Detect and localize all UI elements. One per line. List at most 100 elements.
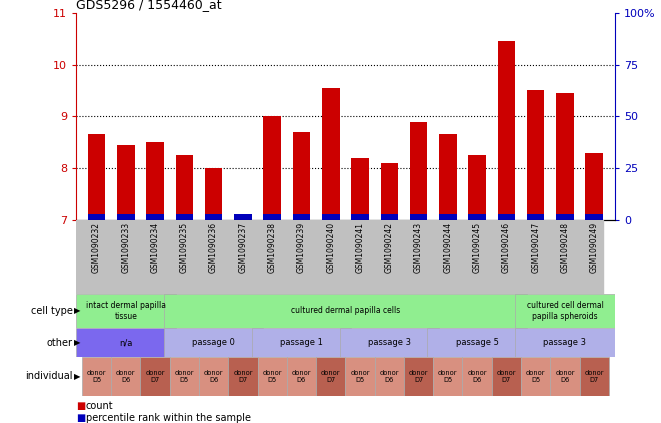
- Text: passage 3: passage 3: [368, 338, 410, 347]
- Text: GSM1090241: GSM1090241: [356, 222, 364, 273]
- Bar: [469, 214, 486, 220]
- Bar: [140, 357, 170, 396]
- Text: donor
D5: donor D5: [438, 370, 457, 383]
- Text: GSM1090235: GSM1090235: [180, 222, 189, 273]
- Bar: [428, 328, 527, 357]
- Text: percentile rank within the sample: percentile rank within the sample: [86, 413, 251, 423]
- Text: GSM1090236: GSM1090236: [209, 222, 218, 273]
- Text: GSM1090242: GSM1090242: [385, 222, 394, 273]
- Text: donor
D7: donor D7: [584, 370, 604, 383]
- Text: donor
D6: donor D6: [555, 370, 574, 383]
- Text: count: count: [86, 401, 114, 411]
- Bar: [164, 294, 527, 328]
- Text: ■: ■: [76, 401, 85, 411]
- Text: donor
D6: donor D6: [379, 370, 399, 383]
- Text: GSM1090245: GSM1090245: [473, 222, 482, 273]
- Bar: [439, 214, 457, 220]
- Bar: [263, 116, 281, 220]
- Text: individual: individual: [25, 371, 73, 382]
- Bar: [580, 357, 609, 396]
- Text: ▶: ▶: [74, 372, 81, 381]
- Bar: [586, 153, 603, 220]
- Text: intact dermal papilla
tissue: intact dermal papilla tissue: [86, 301, 166, 321]
- Bar: [293, 214, 310, 220]
- Bar: [322, 88, 340, 220]
- Bar: [322, 214, 340, 220]
- Text: GSM1090239: GSM1090239: [297, 222, 306, 273]
- Text: cultured dermal papilla cells: cultured dermal papilla cells: [291, 306, 400, 316]
- Bar: [492, 357, 521, 396]
- Bar: [346, 357, 375, 396]
- Bar: [521, 357, 551, 396]
- Text: GSM1090240: GSM1090240: [327, 222, 335, 273]
- Bar: [381, 163, 398, 220]
- Text: passage 3: passage 3: [543, 338, 586, 347]
- Bar: [234, 214, 252, 220]
- Bar: [375, 357, 404, 396]
- Bar: [117, 214, 135, 220]
- Text: GSM1090247: GSM1090247: [531, 222, 540, 273]
- Bar: [410, 214, 428, 220]
- Text: GSM1090248: GSM1090248: [561, 222, 570, 273]
- Bar: [293, 132, 310, 220]
- Bar: [340, 328, 439, 357]
- Text: GSM1090243: GSM1090243: [414, 222, 423, 273]
- Bar: [82, 357, 111, 396]
- Text: passage 5: passage 5: [455, 338, 498, 347]
- Bar: [551, 357, 580, 396]
- Bar: [287, 357, 316, 396]
- Text: ▶: ▶: [74, 338, 81, 347]
- Bar: [586, 214, 603, 220]
- Text: other: other: [47, 338, 73, 348]
- Bar: [258, 357, 287, 396]
- Bar: [176, 214, 193, 220]
- Text: ■: ■: [76, 413, 85, 423]
- Bar: [351, 214, 369, 220]
- Bar: [404, 357, 433, 396]
- Bar: [146, 214, 164, 220]
- Bar: [88, 135, 105, 220]
- Bar: [176, 155, 193, 220]
- Bar: [469, 155, 486, 220]
- Bar: [410, 121, 428, 220]
- Bar: [351, 158, 369, 220]
- Text: ▶: ▶: [74, 306, 81, 316]
- Bar: [252, 328, 351, 357]
- Bar: [76, 328, 176, 357]
- Text: donor
D5: donor D5: [175, 370, 194, 383]
- Bar: [228, 357, 258, 396]
- Text: donor
D6: donor D6: [292, 370, 311, 383]
- Bar: [433, 357, 463, 396]
- Text: donor
D7: donor D7: [321, 370, 340, 383]
- Text: donor
D6: donor D6: [204, 370, 223, 383]
- Bar: [170, 357, 199, 396]
- Text: GSM1090233: GSM1090233: [121, 222, 130, 273]
- Text: donor
D5: donor D5: [526, 370, 545, 383]
- Bar: [515, 294, 615, 328]
- Text: donor
D6: donor D6: [116, 370, 136, 383]
- Bar: [463, 357, 492, 396]
- Bar: [205, 214, 222, 220]
- Bar: [234, 215, 252, 220]
- Text: GDS5296 / 1554460_at: GDS5296 / 1554460_at: [76, 0, 221, 11]
- Text: donor
D6: donor D6: [467, 370, 487, 383]
- Bar: [316, 357, 346, 396]
- Text: n/a: n/a: [119, 338, 132, 347]
- Text: donor
D7: donor D7: [233, 370, 253, 383]
- Bar: [88, 214, 105, 220]
- Bar: [146, 142, 164, 220]
- Bar: [76, 294, 176, 328]
- Text: GSM1090237: GSM1090237: [239, 222, 247, 273]
- Text: GSM1090249: GSM1090249: [590, 222, 599, 273]
- Bar: [556, 214, 574, 220]
- Bar: [263, 214, 281, 220]
- Bar: [381, 214, 398, 220]
- Bar: [556, 93, 574, 220]
- Bar: [117, 145, 135, 220]
- Bar: [111, 357, 140, 396]
- Bar: [498, 41, 515, 220]
- Bar: [515, 328, 615, 357]
- Text: donor
D5: donor D5: [87, 370, 106, 383]
- Text: cultured cell dermal
papilla spheroids: cultured cell dermal papilla spheroids: [527, 301, 603, 321]
- Bar: [199, 357, 228, 396]
